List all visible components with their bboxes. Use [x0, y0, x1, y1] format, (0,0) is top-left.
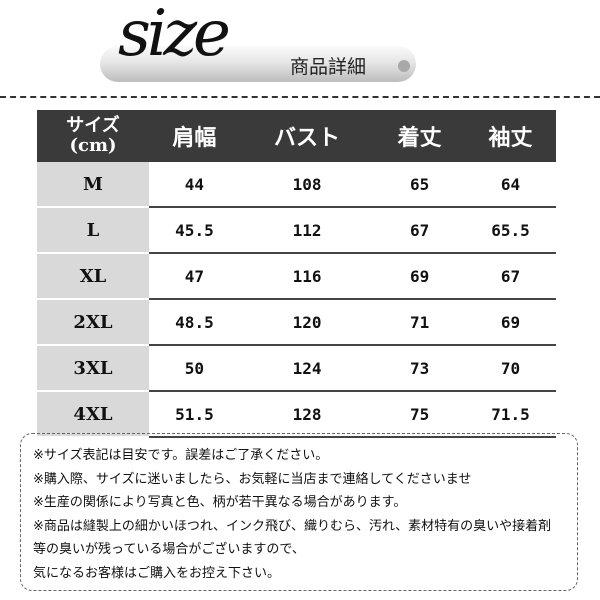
value-cell: 51.5 [149, 391, 240, 438]
table-row: 3XL 50 124 73 70 [37, 345, 556, 392]
note-line: ※購入際、サイズに迷いましたら、お気軽に当店まで連絡してくださいませ [33, 471, 472, 487]
size-cell: 4XL [37, 391, 149, 438]
value-cell: 69 [465, 299, 556, 346]
size-table: サイズ (cm) 肩幅 バスト 着丈 袖丈 M 44 108 65 64 L 45.5 112 6… [37, 110, 556, 438]
note-line: 気になるお客様はご購入をお控え下さい。 [33, 565, 281, 581]
header-size-label: サイズ [66, 115, 120, 137]
value-cell: 47 [149, 253, 240, 300]
header-size: サイズ (cm) [37, 110, 149, 162]
table-row: XL 47 116 69 67 [37, 253, 556, 300]
value-cell: 75 [374, 391, 466, 438]
note-line: 等の臭いが残っている場合がございますので、 [33, 542, 305, 558]
size-cell: 2XL [37, 299, 149, 346]
value-cell: 70 [465, 345, 556, 392]
value-cell: 116 [239, 253, 375, 300]
product-details-title: 商品詳細 [290, 56, 367, 78]
value-cell: 69 [374, 253, 466, 300]
value-cell: 71 [374, 299, 466, 346]
table-row: 2XL 48.5 120 71 69 [37, 299, 556, 346]
table-row: L 45.5 112 67 65.5 [37, 207, 556, 254]
header-unit: (cm) [69, 135, 117, 156]
size-cell: 3XL [37, 345, 149, 392]
header-length: 着丈 [374, 110, 466, 162]
value-cell: 128 [239, 391, 375, 438]
size-cell: M [37, 162, 149, 208]
value-cell: 65 [374, 162, 466, 208]
value-cell: 44 [149, 162, 240, 208]
table-row: M 44 108 65 64 [37, 162, 556, 208]
size-cell: XL [37, 253, 149, 300]
value-cell: 65.5 [465, 207, 556, 254]
value-cell: 108 [239, 162, 375, 208]
note-line: ※商品は縫製上の細かいほつれ、インク飛び、織りむら、汚れ、素材特有の臭いや接着剤 [33, 518, 552, 534]
notes-box: ※サイズ表記は目安です。誤差はご了承ください。 ※購入際、サイズに迷いましたら、お… [20, 433, 578, 591]
value-cell: 48.5 [149, 299, 240, 346]
table-row: 4XL 51.5 128 75 71.5 [37, 391, 556, 438]
value-cell: 67 [374, 207, 466, 254]
value-cell: 124 [239, 345, 375, 392]
value-cell: 73 [374, 345, 466, 392]
value-cell: 67 [465, 253, 556, 300]
value-cell: 71.5 [465, 391, 556, 438]
value-cell: 50 [149, 345, 240, 392]
dashed-divider [0, 96, 600, 98]
banner-pill [100, 46, 416, 82]
size-script-title: size [118, 0, 231, 71]
note-line: ※サイズ表記は目安です。誤差はご了承ください。 [33, 448, 329, 463]
note-line: ※生産の関係により写真と色、柄が若干異なる場合があります。 [33, 495, 407, 511]
header-bust: バスト [239, 110, 375, 162]
table-header-row: サイズ (cm) 肩幅 バスト 着丈 袖丈 [37, 110, 556, 162]
value-cell: 64 [465, 162, 556, 208]
header-sleeve: 袖丈 [465, 110, 556, 162]
size-cell: L [37, 207, 149, 254]
dot-icon [398, 60, 410, 72]
value-cell: 45.5 [149, 207, 240, 254]
header-shoulder: 肩幅 [149, 110, 240, 162]
value-cell: 112 [239, 207, 375, 254]
value-cell: 120 [239, 299, 375, 346]
